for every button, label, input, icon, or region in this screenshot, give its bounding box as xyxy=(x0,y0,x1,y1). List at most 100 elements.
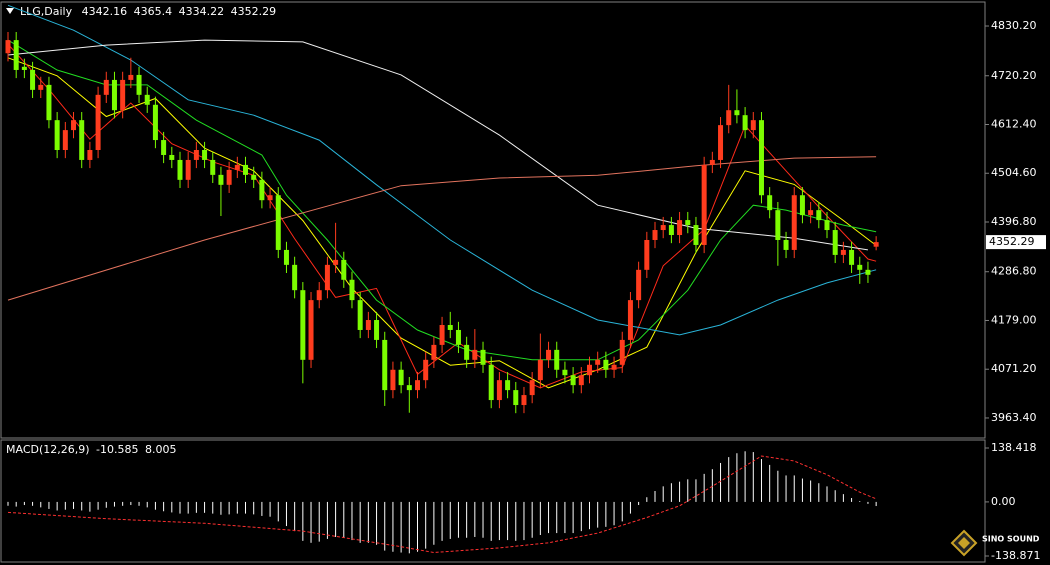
candle-body xyxy=(505,380,511,391)
candle-body xyxy=(390,369,396,391)
y-tick-label: 4720.20 xyxy=(991,69,1037,82)
candle-body xyxy=(562,369,568,376)
y-tick-label: 4504.60 xyxy=(991,166,1037,179)
y-tick-label: 138.418 xyxy=(991,441,1037,454)
candle-body xyxy=(480,349,486,365)
candle-body xyxy=(62,130,68,151)
candle-body xyxy=(202,150,208,160)
candle-body xyxy=(595,359,601,365)
candle-body xyxy=(54,120,60,151)
candle-body xyxy=(423,359,429,381)
candle-body xyxy=(13,40,19,70)
candle-body xyxy=(349,279,355,301)
candle-body xyxy=(742,115,748,131)
candle-body xyxy=(79,120,85,160)
y-tick-label: 4286.80 xyxy=(991,265,1037,278)
candle-body xyxy=(824,220,830,231)
candle-body xyxy=(668,225,674,236)
macd-plot xyxy=(7,451,877,554)
price-plot xyxy=(5,4,879,414)
macd-title: MACD(12,26,9) xyxy=(6,443,90,456)
y-tick-label: 4071.20 xyxy=(991,362,1037,375)
candle-body xyxy=(111,79,117,111)
candle-body xyxy=(718,125,724,160)
candle-body xyxy=(234,164,240,170)
candle-body xyxy=(455,329,461,345)
candle-body xyxy=(324,264,330,291)
header-high: 4365.4 xyxy=(134,5,173,18)
candle-body xyxy=(169,154,175,160)
watermark: SINO SOUND xyxy=(982,535,1040,544)
candle-body xyxy=(46,84,52,121)
candle-body xyxy=(87,150,93,160)
candle-body xyxy=(267,195,273,201)
candle-body xyxy=(333,259,339,265)
candle-body xyxy=(226,169,232,185)
candle-body xyxy=(382,339,388,391)
candle-body xyxy=(799,195,805,216)
candle-body xyxy=(816,210,822,221)
candle-body xyxy=(685,220,691,226)
macd-panel-frame xyxy=(0,439,986,563)
candle-body xyxy=(873,242,879,247)
y-tick-label: 4179.00 xyxy=(991,313,1037,326)
candle-body xyxy=(374,320,380,340)
candle-body xyxy=(857,264,863,270)
y-tick-label: 4612.40 xyxy=(991,118,1037,131)
y-tick-label: -138.871 xyxy=(991,549,1040,562)
candle-body xyxy=(308,300,314,360)
macd-header: MACD(12,26,9) -10.585 8.005 xyxy=(6,443,177,456)
moving-average xyxy=(7,156,877,301)
candle-body xyxy=(283,249,289,265)
candle-body xyxy=(251,174,257,180)
candle-body xyxy=(185,159,191,180)
candle-body xyxy=(546,349,552,360)
candle-body xyxy=(636,269,642,301)
current-price-label: 4352.29 xyxy=(989,235,1035,248)
candle-body xyxy=(611,364,617,370)
candle-body xyxy=(210,159,216,175)
candle-body xyxy=(38,84,44,90)
candle-body xyxy=(554,349,560,370)
logo: SINO SOUND xyxy=(950,529,1040,557)
candle-body xyxy=(578,375,584,386)
candle-body xyxy=(840,249,846,255)
candle-body xyxy=(144,94,150,105)
candle-body xyxy=(431,344,437,360)
candle-body xyxy=(529,380,535,396)
candle-body xyxy=(832,230,838,255)
candle-body xyxy=(488,364,494,401)
signal-line xyxy=(7,455,877,554)
symbol-title: LLG,Daily xyxy=(20,5,73,18)
candle-body xyxy=(259,179,265,201)
moving-average xyxy=(7,39,868,251)
candle-body xyxy=(464,344,470,360)
y-tick-label: 3963.40 xyxy=(991,411,1037,424)
candle-body xyxy=(849,249,855,265)
candle-body xyxy=(152,104,158,141)
candle-body xyxy=(709,159,715,165)
candle-body xyxy=(316,290,322,301)
candle-body xyxy=(292,264,298,291)
candle-body xyxy=(644,239,650,270)
candle-body xyxy=(586,364,592,376)
candle-body xyxy=(161,140,167,155)
header-open: 4342.16 xyxy=(82,5,128,18)
candle-body xyxy=(439,324,445,345)
candle-body xyxy=(275,195,281,250)
candle-body xyxy=(415,380,420,391)
candle-body xyxy=(677,220,683,236)
candle-body xyxy=(660,225,666,231)
candle-body xyxy=(652,230,658,240)
y-tick-label: 0.00 xyxy=(991,495,1016,508)
candle-body xyxy=(513,390,519,406)
candle-body xyxy=(365,320,371,330)
menu-triangle xyxy=(6,8,14,14)
y-tick-label: 4396.80 xyxy=(991,215,1037,228)
candle-body xyxy=(218,174,224,185)
candle-body xyxy=(136,74,142,95)
candle-body xyxy=(521,395,527,406)
candle-body xyxy=(791,195,797,250)
candle-body xyxy=(128,74,134,80)
candle-body xyxy=(406,385,412,391)
